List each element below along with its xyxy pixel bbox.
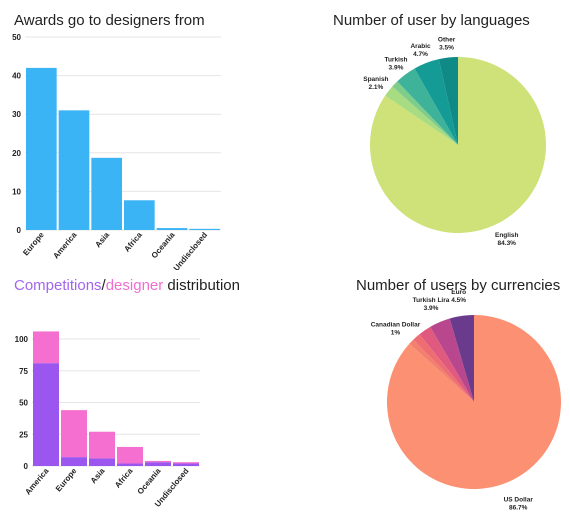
pie-slice <box>438 57 458 145</box>
pie-slice <box>414 59 458 145</box>
slice-percent-label: 3.9% <box>389 65 404 72</box>
y-tick-label: 75 <box>19 367 28 376</box>
bar <box>173 463 199 466</box>
slice-label: Canadian Dollar <box>371 321 421 328</box>
title-part-slash: / <box>101 277 106 294</box>
slice-label: Arabic <box>410 43 431 50</box>
bar <box>58 110 90 230</box>
bar <box>89 431 115 459</box>
bar <box>26 67 57 230</box>
slice-label: Spanish <box>363 76 388 83</box>
pie-slice <box>392 81 458 145</box>
slice-label: Euro <box>451 290 466 296</box>
x-tick-label: Undisclosed <box>172 230 210 270</box>
pie-slice <box>430 318 474 402</box>
bar <box>33 363 59 466</box>
y-tick-label: 20 <box>12 149 21 158</box>
pie-slice <box>449 315 474 402</box>
x-tick-label: Oceania <box>136 466 163 496</box>
y-tick-label: 50 <box>19 399 28 408</box>
slice-percent-label: 1% <box>391 329 401 336</box>
y-tick-label: 0 <box>17 226 22 235</box>
pie-slice <box>409 339 474 402</box>
x-tick-label: Africa <box>122 230 144 254</box>
pie-slice <box>370 57 546 234</box>
pie-slice <box>397 68 458 145</box>
title-part-designer: designer <box>105 277 164 294</box>
bar <box>145 462 171 466</box>
slice-label: English <box>495 232 519 239</box>
slice-label: Turkish <box>384 57 407 64</box>
slice-percent-label: 84.3% <box>498 240 517 247</box>
pie-slice <box>385 86 458 145</box>
chart-title: Competitions/designer distribution <box>14 277 240 294</box>
y-tick-label: 50 <box>12 33 21 42</box>
chart-title: Number of users by currencies <box>356 277 561 294</box>
y-tick-label: 30 <box>12 110 21 119</box>
bar <box>189 228 220 230</box>
bar <box>61 457 87 466</box>
bar <box>156 228 188 230</box>
x-tick-label: Europe <box>21 230 46 257</box>
awards-bar-chart: 0 10 20 30 40 50 Europe America Asia Africa Oceani… <box>12 33 221 270</box>
x-tick-label: Africa <box>113 466 135 490</box>
slice-percent-label: 4.7% <box>413 51 428 58</box>
x-tick-label: Asia <box>93 230 111 249</box>
slice-percent-label: 2.1% <box>368 84 383 91</box>
slice-percent-label: 3.5% <box>439 45 454 52</box>
slice-percent-label: 4.5% <box>451 297 466 304</box>
bar <box>91 157 122 230</box>
pie-slice <box>413 334 474 402</box>
x-tick-label: Asia <box>89 466 107 485</box>
y-tick-label: 100 <box>15 335 29 344</box>
title-part-distribution: distribution <box>163 277 240 294</box>
pie-slice <box>419 326 474 402</box>
chart-title: Number of user by languages <box>333 12 530 29</box>
slice-label: Turkish Lira <box>413 297 450 304</box>
bar <box>117 463 143 466</box>
y-tick-label: 10 <box>12 187 21 196</box>
bar <box>145 460 171 463</box>
bar <box>89 458 115 466</box>
bar <box>124 200 155 230</box>
bar <box>117 446 143 464</box>
x-tick-label: America <box>51 230 79 260</box>
title-part-competitions: Competitions <box>14 277 102 294</box>
chart-title: Awards go to designers from <box>14 12 205 29</box>
slice-label: US Dollar <box>504 497 534 504</box>
bar <box>33 331 59 364</box>
y-tick-label: 40 <box>12 72 21 81</box>
slice-percent-label: 3.9% <box>424 305 439 312</box>
y-tick-label: 0 <box>24 462 29 471</box>
slice-percent-label: 86.7% <box>509 505 528 512</box>
x-tick-label: Europe <box>54 466 79 493</box>
bar <box>173 462 199 464</box>
y-tick-label: 25 <box>19 430 28 439</box>
bar <box>61 410 87 458</box>
slice-label: Other <box>438 37 456 44</box>
x-tick-label: Oceania <box>150 230 177 260</box>
